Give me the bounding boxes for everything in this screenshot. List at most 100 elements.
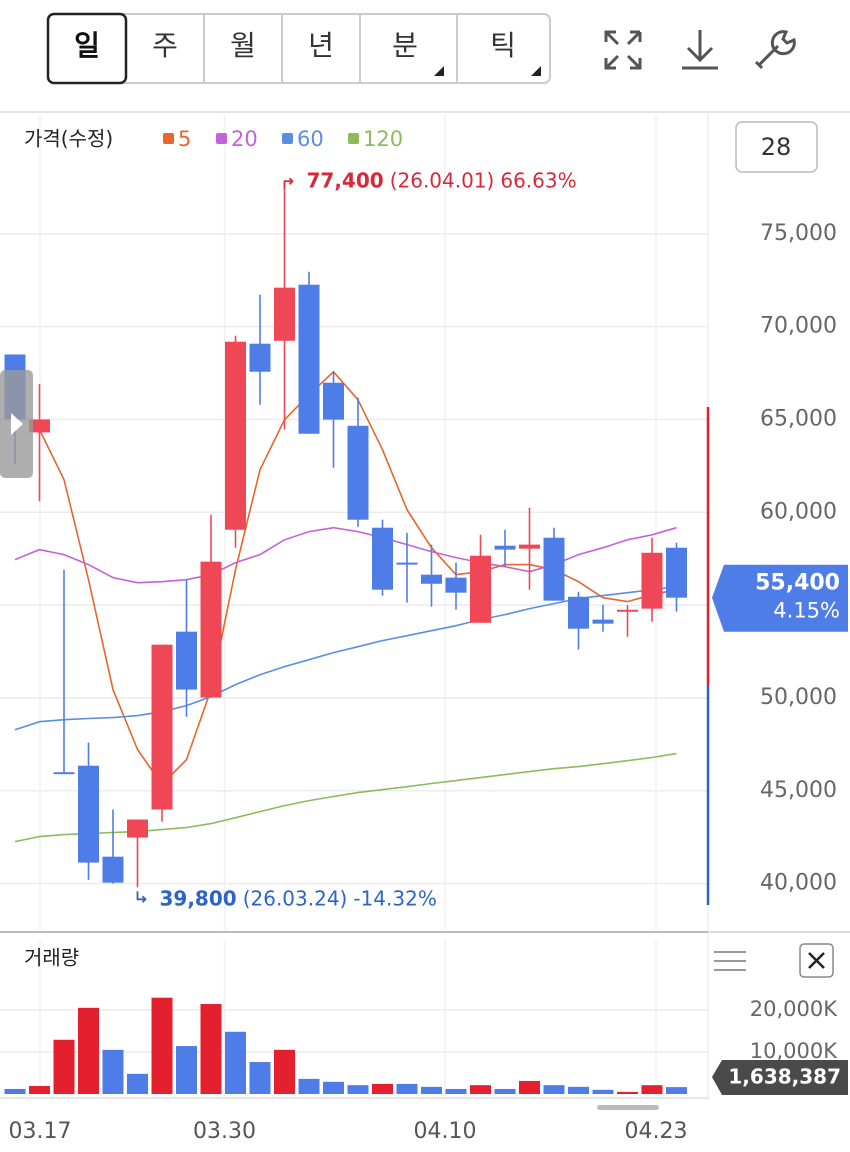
candle-body <box>641 552 663 609</box>
candle-body <box>347 425 369 520</box>
volume-bar <box>249 1062 271 1094</box>
menu-icon[interactable] <box>714 951 746 971</box>
x-tick-label: 03.30 <box>193 1119 256 1144</box>
volume-bar <box>151 997 173 1094</box>
legend-swatch <box>216 133 227 144</box>
volume-bar <box>641 1085 663 1094</box>
legend-label: 20 <box>231 127 258 151</box>
download-icon[interactable] <box>682 30 718 70</box>
candle-body <box>568 596 589 629</box>
tab-menu-triangle <box>531 66 541 76</box>
volume-title: 거래량 <box>24 946 79 970</box>
tab-label[interactable]: 월 <box>230 29 256 62</box>
tab-selected[interactable] <box>46 12 128 85</box>
y-tick-label: 70,000 <box>760 314 837 339</box>
volume-bar <box>592 1089 614 1094</box>
volume-bar <box>543 1085 565 1094</box>
candle-body <box>519 544 540 549</box>
candle-body <box>543 537 565 601</box>
volume-bar <box>78 1007 99 1094</box>
candle-body <box>396 562 418 565</box>
ma-line <box>14 526 677 584</box>
volume-bar <box>200 1004 222 1094</box>
y-tick-label: 65,000 <box>760 406 837 431</box>
candle-body <box>127 819 148 838</box>
annotation-change: 66.63% <box>500 168 576 192</box>
x-tick-label: 04.10 <box>414 1119 477 1144</box>
volume-bar <box>666 1087 687 1094</box>
volume-bar <box>421 1086 442 1094</box>
volume-bar <box>274 1049 295 1094</box>
candle-body <box>151 644 173 810</box>
candle-body <box>666 547 687 598</box>
expand-icon[interactable] <box>604 30 642 70</box>
annotation-change: -14.32% <box>353 886 436 910</box>
x-tick-label: 03.17 <box>9 1119 72 1144</box>
volume-bar <box>4 1088 26 1094</box>
x-tick-label: 04.23 <box>625 1119 688 1144</box>
count: 28 <box>761 133 792 161</box>
legend-label: 60 <box>297 127 324 151</box>
annotation-date: (26.03.24) <box>243 886 348 910</box>
volume-bar <box>372 1083 393 1094</box>
candle-body <box>274 287 295 341</box>
legend-swatch <box>282 133 293 144</box>
price-tag <box>712 564 848 632</box>
annotation-arrow <box>283 177 294 190</box>
annotation-arrow <box>136 891 147 903</box>
volume-bar <box>347 1085 369 1094</box>
y-tick-label: 40,000 <box>760 871 837 896</box>
volume-bar <box>470 1085 491 1094</box>
volume-bar <box>494 1088 516 1094</box>
volume-bar <box>102 1049 124 1094</box>
volume-bar <box>617 1091 638 1094</box>
settings-icon[interactable] <box>754 30 796 70</box>
candle-body <box>421 574 442 584</box>
tab-label[interactable]: 틱 <box>490 29 516 62</box>
volume-bar <box>519 1080 540 1094</box>
tab-label[interactable]: 년 <box>308 29 334 62</box>
y-tick-label: 20,000K <box>750 997 838 1021</box>
candles <box>4 189 687 888</box>
grid: 40,00045,00050,00055,00060,00065,00070,0… <box>0 115 838 1144</box>
candle-body <box>470 555 491 623</box>
volume-bar <box>29 1086 50 1094</box>
legend-swatch <box>163 133 174 144</box>
candle-body <box>298 284 320 434</box>
y-tick-label: 75,000 <box>760 221 837 246</box>
tab-label[interactable]: 일 <box>74 29 100 62</box>
annotation-value: 77,400 <box>307 168 384 192</box>
y-tick-label: 60,000 <box>760 499 837 524</box>
tab-label[interactable]: 분 <box>392 29 418 62</box>
tab-dividers <box>203 14 458 83</box>
volume-tag <box>712 1060 848 1095</box>
close-icon <box>808 952 825 969</box>
annotation-date: (26.04.01) <box>390 168 495 192</box>
volume-bar <box>176 1046 197 1094</box>
candle-body <box>323 382 344 420</box>
volume-bar <box>127 1073 148 1094</box>
volume-tag-value: 1,638,387 <box>728 1065 841 1089</box>
volume-bar <box>396 1083 418 1094</box>
handle-arrow <box>11 413 23 435</box>
price-tag-value: 55,400 <box>755 571 840 596</box>
candle-body <box>29 419 50 433</box>
candle-body <box>445 577 467 593</box>
count-box[interactable] <box>735 121 818 173</box>
tab-label[interactable]: 주 <box>152 29 178 62</box>
candle-body <box>176 631 197 690</box>
annotation: 39,800 (26.03.24) -14.32% <box>160 886 437 910</box>
candle-body <box>225 341 246 530</box>
legend-swatch <box>348 133 359 144</box>
price-tag-change: 4.15% <box>773 599 840 623</box>
scrollbar[interactable] <box>597 1105 659 1110</box>
volume-bar <box>225 1031 246 1094</box>
annotation-value: 39,800 <box>160 886 237 910</box>
ma-line <box>14 585 677 731</box>
volume-bar <box>568 1086 589 1094</box>
volume-bar <box>53 1039 75 1094</box>
legend-label: 5 <box>178 127 191 151</box>
